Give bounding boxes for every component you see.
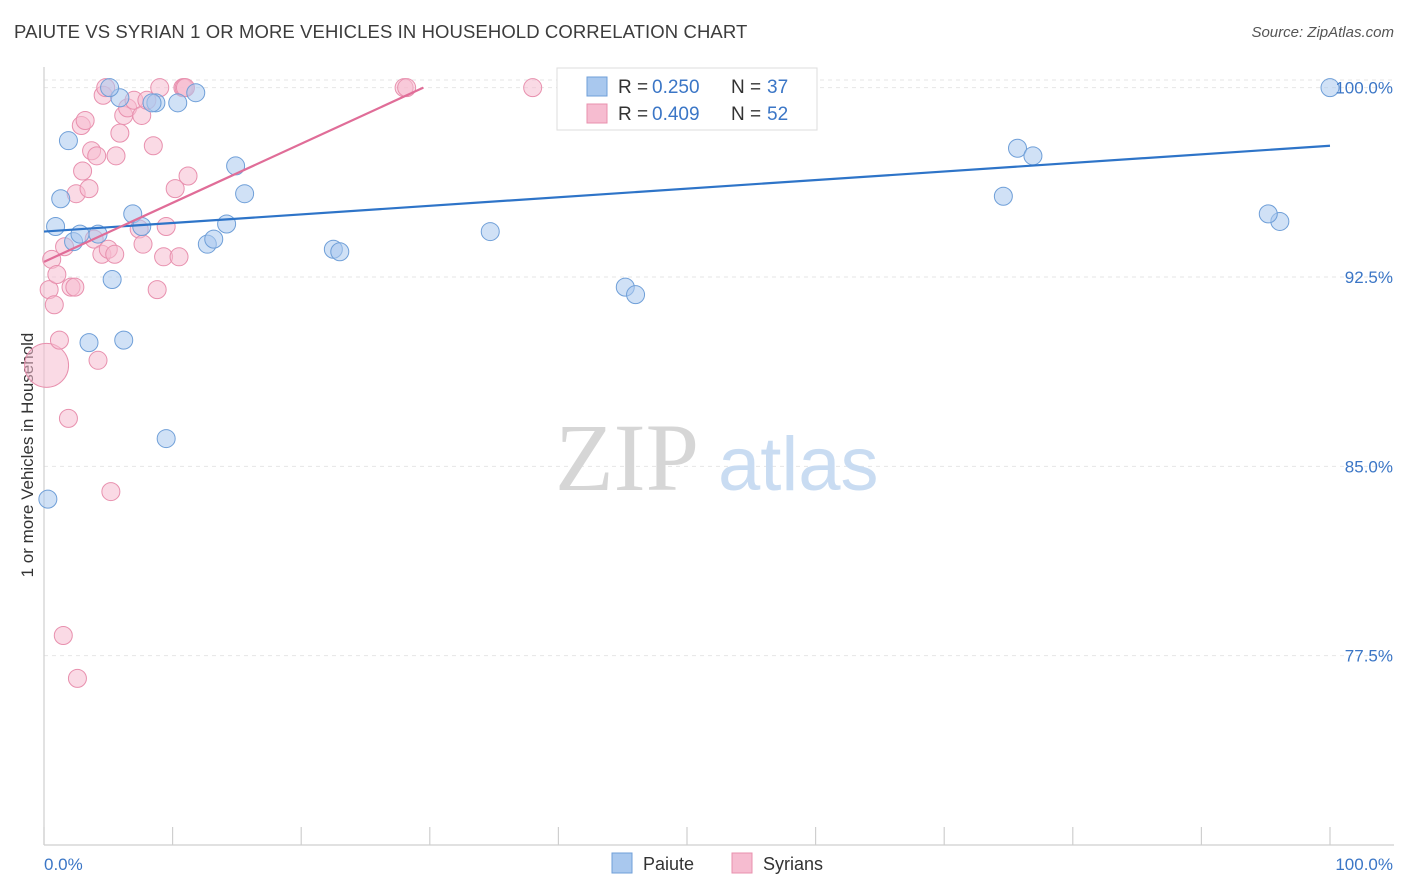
syrians-n-label: N =: [731, 104, 761, 125]
syrians-point: [101, 482, 121, 502]
legend-label-paiute: Paiute: [643, 854, 694, 874]
stats-legend: R = 0.250 N = 37 R = 0.409 N = 52: [556, 67, 818, 131]
syrians-point: [147, 280, 167, 300]
syrians-r-label: R =: [618, 104, 648, 125]
syrians-point: [75, 110, 95, 130]
x-tick-label: 100.0%: [1335, 855, 1393, 874]
syrians-point: [169, 247, 189, 267]
legend-label-syrians: Syrians: [763, 854, 823, 874]
paiute-point: [1023, 146, 1043, 166]
syrians-point: [105, 244, 125, 264]
legend-swatch-syrians: [731, 852, 753, 874]
paiute-point: [102, 270, 122, 290]
syrians-stats-swatch: [586, 103, 608, 124]
paiute-r-value: 0.250: [652, 77, 700, 98]
syrians-point: [87, 146, 107, 166]
syrians-point: [143, 136, 163, 156]
syrians-point: [53, 625, 73, 645]
syrians-point: [106, 146, 126, 166]
paiute-point: [330, 242, 350, 262]
paiute-stats-swatch: [586, 76, 608, 97]
paiute-n-value: 37: [767, 77, 788, 98]
legend-swatch-paiute: [611, 852, 633, 874]
axes: [43, 67, 1394, 846]
trend-lines: [43, 86, 1331, 263]
syrians-point: [110, 123, 130, 143]
syrians-point: [47, 264, 67, 284]
paiute-point: [168, 93, 188, 113]
watermark-atlas: atlas: [718, 422, 879, 507]
paiute-point: [142, 93, 162, 113]
paiute-point: [226, 156, 246, 176]
paiute-point: [38, 489, 58, 509]
paiute-r-label: R =: [618, 77, 648, 98]
paiute-point: [156, 429, 176, 449]
paiute-point: [46, 217, 66, 237]
paiute-point: [1258, 204, 1278, 224]
syrians-point: [73, 161, 93, 181]
paiute-point: [186, 83, 206, 103]
paiute-point: [114, 330, 134, 350]
tick-labels: 100.0% 92.5% 85.0% 77.5% 0.0% 100.0%: [44, 79, 1393, 874]
syrians-point: [44, 295, 64, 315]
syrians-point: [49, 330, 69, 350]
paiute-point: [480, 222, 500, 242]
x-tick-label: 0.0%: [44, 855, 83, 874]
watermark: ZIP atlas: [555, 404, 879, 511]
syrians-point: [523, 78, 543, 98]
syrians-point: [24, 342, 70, 388]
paiute-point: [626, 285, 646, 305]
chart-title: PAIUTE VS SYRIAN 1 OR MORE VEHICLES IN H…: [14, 21, 748, 42]
syrians-points: [24, 78, 658, 688]
paiute-point: [100, 78, 120, 98]
syrians-point: [79, 179, 99, 199]
syrians-point: [65, 277, 85, 297]
syrians-point: [156, 217, 176, 237]
syrians-point: [133, 234, 153, 254]
syrians-point: [397, 78, 417, 98]
paiute-points: [38, 78, 1340, 509]
paiute-point: [79, 333, 99, 353]
y-tick-label: 85.0%: [1345, 457, 1393, 476]
y-tick-label: 92.5%: [1345, 268, 1393, 287]
syrians-point: [88, 350, 108, 370]
source-label: Source: ZipAtlas.com: [1251, 24, 1394, 41]
paiute-point: [993, 186, 1013, 206]
paiute-point: [217, 214, 237, 234]
syrians-point: [178, 166, 198, 186]
paiute-point: [1008, 138, 1028, 158]
watermark-zip: ZIP: [555, 404, 699, 511]
syrians-point: [58, 408, 78, 428]
paiute-point: [58, 131, 78, 151]
paiute-trend-line: [43, 144, 1331, 233]
syrians-point: [67, 668, 87, 688]
paiute-point: [51, 189, 71, 209]
y-tick-label: 100.0%: [1335, 79, 1393, 98]
syrians-trend-line: [43, 86, 424, 263]
syrians-r-value: 0.409: [652, 104, 700, 125]
paiute-point: [235, 184, 255, 204]
grid-lines: [44, 79, 1394, 657]
series-legend: Paiute Syrians: [611, 852, 823, 874]
syrians-point: [165, 179, 185, 199]
y-tick-label: 77.5%: [1345, 647, 1393, 666]
paiute-point: [204, 229, 224, 249]
paiute-point: [1320, 78, 1340, 98]
paiute-n-label: N =: [731, 77, 761, 98]
syrians-n-value: 52: [767, 104, 788, 125]
